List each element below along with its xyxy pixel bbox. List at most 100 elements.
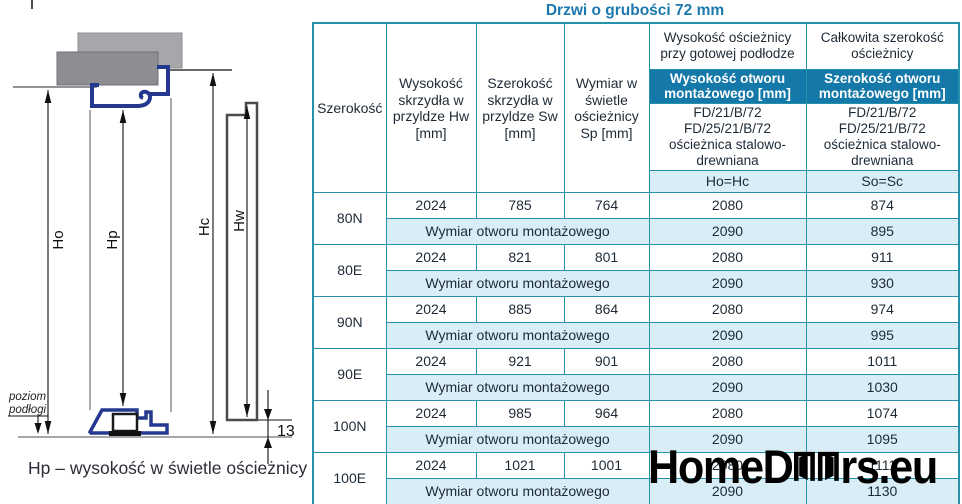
size-cell: 80N <box>312 192 387 246</box>
sw-cell: 921 <box>475 348 565 376</box>
size-cell: 90E <box>312 348 387 402</box>
montaz-label-cell: Wymiar otworu montażowego <box>385 322 650 350</box>
header-ho-fd: FD/21/B/72 FD/25/21/B/72 ościeżnica stal… <box>648 103 807 172</box>
sw-cell: 985 <box>475 400 565 428</box>
table-row-montaz: Wymiar otworu montażowego 2090 930 <box>313 270 960 298</box>
diagram-caption: Hp – wysokość w świetle ościeżnicy <box>28 458 307 478</box>
table-row: 100E 2024 1021 1001 2080 1111 <box>312 452 960 504</box>
floor-level-label-line1: poziom <box>8 391 46 403</box>
montaz-label-cell: Wymiar otworu montażowego <box>385 374 650 402</box>
sp-cell: 964 <box>563 400 650 428</box>
sw-cell: 1021 <box>475 452 565 480</box>
sw-cell: 885 <box>475 296 565 324</box>
hw-cell: 2024 <box>385 452 477 480</box>
header-so-eq: So=Sc <box>805 170 960 194</box>
so-cell: 1074 <box>805 400 960 428</box>
so-cell: 974 <box>805 296 960 324</box>
montaz-label-cell: Wymiar otworu montażowego <box>385 270 650 298</box>
table-row-montaz: Wymiar otworu montażowego 2090 1095 <box>313 426 960 454</box>
dim-label-hp: Hp <box>104 230 121 249</box>
montaz-label-cell: Wymiar otworu montażowego <box>385 478 650 504</box>
table-row: 80N 2024 785 764 2080 874 <box>312 192 960 246</box>
table-row: 80E 2024 821 801 2080 911 <box>312 244 960 298</box>
sp-cell: 764 <box>563 192 650 220</box>
so-cell: 874 <box>805 192 960 220</box>
hw-cell: 2024 <box>385 244 477 272</box>
ho-cell: 2080 <box>648 348 807 376</box>
ho-montaz-cell: 2090 <box>648 426 807 454</box>
hw-cell: 2024 <box>385 192 477 220</box>
header-so-band: Szerokość otworu montażowego [mm] <box>805 68 960 105</box>
door-frame-diagram: Ho Hp Hc Hw poziom podłogi 13 Hp – wysok… <box>0 0 312 504</box>
table-row: 90N 2024 885 864 2080 974 <box>312 296 960 350</box>
ho-cell: 2080 <box>648 452 807 480</box>
header-sw: Szerokość skrzydła w przyldze Sw [mm] <box>475 22 565 194</box>
sw-cell: 821 <box>475 244 565 272</box>
floor-level-label-line2: podłogi <box>8 404 47 416</box>
header-ho-eq: Ho=Hc <box>648 170 807 194</box>
sp-cell: 1001 <box>563 452 650 480</box>
ho-cell: 2080 <box>648 244 807 272</box>
gap-value: 13 <box>277 423 295 440</box>
table-row: 100N 2024 985 964 2080 1074 <box>312 400 960 454</box>
ho-cell: 2080 <box>648 400 807 428</box>
so-montaz-cell: 895 <box>805 218 960 246</box>
so-montaz-cell: 1095 <box>805 426 960 454</box>
header-ho-top: Wysokość ościeżnicy przy gotowej podłodz… <box>648 22 807 70</box>
spec-table-block: Drzwi o grubości 72 mm Szerokość Wysokoś… <box>312 0 960 504</box>
ho-montaz-cell: 2090 <box>648 322 807 350</box>
ho-cell: 2080 <box>648 192 807 220</box>
sw-cell: 785 <box>475 192 565 220</box>
so-montaz-cell: 1130 <box>805 478 960 504</box>
hw-cell: 2024 <box>385 348 477 376</box>
size-cell: 90N <box>312 296 387 350</box>
header-so-fd: FD/21/B/72 FD/25/21/B/72 ościeżnica stal… <box>805 103 960 172</box>
hw-cell: 2024 <box>385 400 477 428</box>
so-cell: 911 <box>805 244 960 272</box>
table-row-montaz: Wymiar otworu montażowego 2090 1030 <box>313 374 960 402</box>
so-montaz-cell: 930 <box>805 270 960 298</box>
sp-cell: 864 <box>563 296 650 324</box>
ho-montaz-cell: 2090 <box>648 478 807 504</box>
ho-montaz-cell: 2090 <box>648 218 807 246</box>
dim-label-ho: Ho <box>50 230 67 249</box>
hw-cell: 2024 <box>385 296 477 324</box>
header-so-top: Całkowita szerokość ościeżnicy <box>805 22 960 70</box>
table-row-montaz: Wymiar otworu montażowego 2090 895 <box>313 218 960 246</box>
dim-label-hw: Hw <box>231 210 248 232</box>
ho-montaz-cell: 2090 <box>648 374 807 402</box>
size-cell: 100E <box>312 452 387 504</box>
montaz-label-cell: Wymiar otworu montażowego <box>385 218 650 246</box>
frame-section-drawing: Ho Hp Hc Hw poziom podłogi 13 Hp – wysok… <box>8 0 307 478</box>
dim-label-hc: Hc <box>196 217 213 236</box>
header-ho-band: Wysokość otworu montażowego [mm] <box>648 68 807 105</box>
gap-arrow-up <box>264 437 272 448</box>
threshold-base-strip <box>109 431 141 436</box>
ho-montaz-cell: 2090 <box>648 270 807 298</box>
lintel-block-dark <box>56 51 159 86</box>
so-cell: 1011 <box>805 348 960 376</box>
threshold-insert <box>111 412 139 433</box>
so-cell: 1111 <box>805 452 960 480</box>
header-sp: Wymiar w świetle ościeżnicy Sp [mm] <box>563 22 650 194</box>
size-cell: 100N <box>312 400 387 454</box>
montaz-label-cell: Wymiar otworu montażowego <box>385 426 650 454</box>
size-cell: 80E <box>312 244 387 298</box>
floor-leader-arrow <box>34 423 42 434</box>
header-hw: Wysokość skrzydła w przyldze Hw [mm] <box>385 22 477 194</box>
table-row: 90E 2024 921 901 2080 1011 <box>312 348 960 402</box>
page-title: Drzwi o grubości 72 mm <box>545 2 725 19</box>
gap-arrow-down <box>264 409 272 420</box>
so-montaz-cell: 1030 <box>805 374 960 402</box>
so-montaz-cell: 995 <box>805 322 960 350</box>
sp-cell: 901 <box>563 348 650 376</box>
door-leaf-outline <box>225 101 259 422</box>
door-spec-table: Szerokość Wysokość skrzydła w przyldze H… <box>312 22 960 504</box>
table-row-montaz: Wymiar otworu montażowego 2090 995 <box>313 322 960 350</box>
ho-cell: 2080 <box>648 296 807 324</box>
sp-cell: 801 <box>563 244 650 272</box>
header-szerokosc: Szerokość <box>312 22 387 194</box>
table-row-montaz: Wymiar otworu montażowego 2090 1130 <box>313 478 960 504</box>
frame-head-profile <box>90 65 170 108</box>
